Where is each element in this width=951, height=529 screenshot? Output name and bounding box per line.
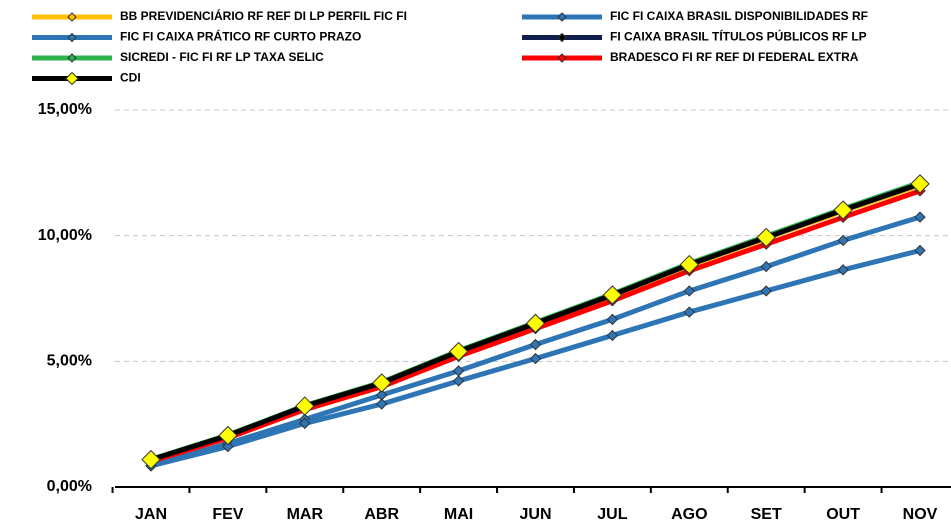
- point-marker: [837, 234, 849, 247]
- point-marker: [914, 244, 926, 257]
- point-marker: [448, 341, 469, 362]
- point-marker: [683, 306, 696, 318]
- legend-label: FIC FI CAIXA PRÁTICO RF CURTO PRAZO: [120, 29, 361, 44]
- y-tick-label: 0,00%: [47, 478, 92, 495]
- point-marker: [299, 417, 311, 430]
- point-marker: [760, 285, 772, 297]
- point-marker: [833, 200, 853, 220]
- point-marker: [525, 313, 546, 334]
- point-marker: [606, 313, 619, 326]
- legend-marker: [557, 12, 567, 22]
- x-tick-label: NOV: [903, 506, 938, 523]
- x-tick-label: JUL: [597, 506, 627, 523]
- legend-label: CDI: [120, 71, 141, 85]
- point-marker: [914, 211, 926, 223]
- point-marker: [452, 375, 465, 387]
- x-tick-label: MAR: [287, 506, 324, 523]
- point-marker: [222, 440, 234, 453]
- point-marker: [910, 174, 930, 194]
- legend-marker: [67, 53, 77, 63]
- point-marker: [606, 329, 619, 342]
- legend-label: BB PREVIDENCIÁRIO RF REF DI LP PERFIL FI…: [120, 8, 407, 23]
- point-marker: [683, 285, 696, 297]
- point-marker: [218, 425, 238, 446]
- point-marker: [141, 449, 161, 470]
- x-tick-label: FEV: [212, 506, 243, 523]
- x-tick-label: AGO: [671, 506, 707, 523]
- x-tick-label: ABR: [364, 506, 399, 523]
- legend-label: FI CAIXA BRASIL TÍTULOS PÚBLICOS RF LP: [610, 29, 867, 44]
- x-tick-label: JAN: [135, 506, 167, 523]
- point-marker: [760, 260, 772, 273]
- legend-label: BRADESCO FI RF REF DI FEDERAL EXTRA: [610, 50, 859, 64]
- point-marker: [375, 398, 388, 410]
- legend-marker: [557, 53, 567, 63]
- y-tick-label: 10,00%: [38, 227, 92, 244]
- x-tick-label: JUN: [519, 506, 551, 523]
- x-tick-label: MAI: [444, 506, 473, 523]
- legend-marker: [65, 71, 79, 86]
- legend-marker: [557, 32, 567, 43]
- point-marker: [371, 373, 392, 393]
- point-marker: [679, 254, 700, 275]
- point-marker: [756, 227, 776, 248]
- legend-marker: [67, 12, 77, 22]
- point-marker: [602, 285, 623, 305]
- y-tick-label: 5,00%: [47, 353, 92, 370]
- legend-label: SICREDI - FIC FI RF LP TAXA SELIC: [120, 50, 324, 64]
- x-tick-label: SET: [751, 506, 782, 523]
- legend-label: FIC FI CAIXA BRASIL DISPONIBILIDADES RF: [610, 9, 868, 23]
- legend-marker: [67, 32, 77, 43]
- point-marker: [529, 352, 542, 365]
- y-tick-label: 15,00%: [38, 101, 92, 118]
- point-marker: [295, 396, 315, 416]
- x-tick-label: OUT: [826, 506, 860, 523]
- point-marker: [837, 264, 849, 276]
- point-marker: [529, 338, 542, 351]
